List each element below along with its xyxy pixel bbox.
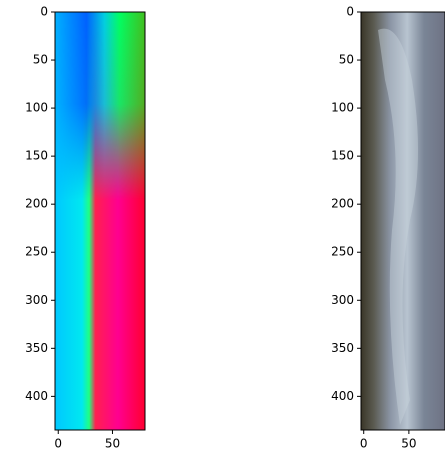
- x-tick-label: 0: [360, 437, 368, 451]
- y-tick-label: 50: [339, 53, 354, 67]
- axes-frame: [54, 11, 146, 431]
- y-tick-label: 300: [331, 293, 354, 307]
- y-tick-label: 100: [331, 101, 354, 115]
- x-tick-label: 0: [54, 437, 62, 451]
- image-left: [55, 12, 145, 430]
- image-right: [361, 12, 445, 430]
- y-tick-label: 350: [331, 341, 354, 355]
- y-tick-label: 200: [25, 197, 48, 211]
- y-tick-label: 400: [25, 389, 48, 403]
- y-tick-label: 300: [25, 293, 48, 307]
- y-tick-label: 400: [331, 389, 354, 403]
- y-tick-label: 0: [40, 5, 48, 19]
- y-tick-label: 50: [33, 53, 48, 67]
- y-tick-label: 150: [25, 149, 48, 163]
- y-tick-label: 350: [25, 341, 48, 355]
- y-tick-label: 250: [331, 245, 354, 259]
- y-tick-label: 250: [25, 245, 48, 259]
- y-tick-label: 200: [331, 197, 354, 211]
- y-tick-label: 150: [331, 149, 354, 163]
- y-tick-label: 100: [25, 101, 48, 115]
- y-tick-label: 0: [346, 5, 354, 19]
- x-tick-label: 50: [401, 437, 416, 451]
- axes-frame: [360, 11, 445, 431]
- x-tick-label: 50: [105, 437, 120, 451]
